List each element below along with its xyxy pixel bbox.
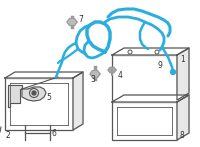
Polygon shape [8,85,22,107]
Polygon shape [112,95,189,102]
Bar [5,78,73,130]
Text: 5: 5 [46,92,51,101]
Text: 1: 1 [180,55,185,64]
Text: 7: 7 [78,15,83,25]
Text: 2: 2 [5,131,10,140]
Polygon shape [73,72,83,130]
Circle shape [170,70,176,75]
Polygon shape [177,48,189,100]
Polygon shape [112,48,189,55]
Text: 9: 9 [158,61,163,70]
Bar [112,102,177,140]
Polygon shape [5,72,83,78]
Polygon shape [177,95,189,140]
Polygon shape [67,19,77,25]
Bar [112,55,177,100]
Text: 8: 8 [180,131,185,140]
Circle shape [32,91,36,95]
Polygon shape [108,67,116,73]
Text: 3: 3 [90,75,95,83]
Text: 4: 4 [118,71,123,80]
Text: 6: 6 [52,128,57,137]
Polygon shape [22,87,46,101]
Polygon shape [90,71,100,77]
